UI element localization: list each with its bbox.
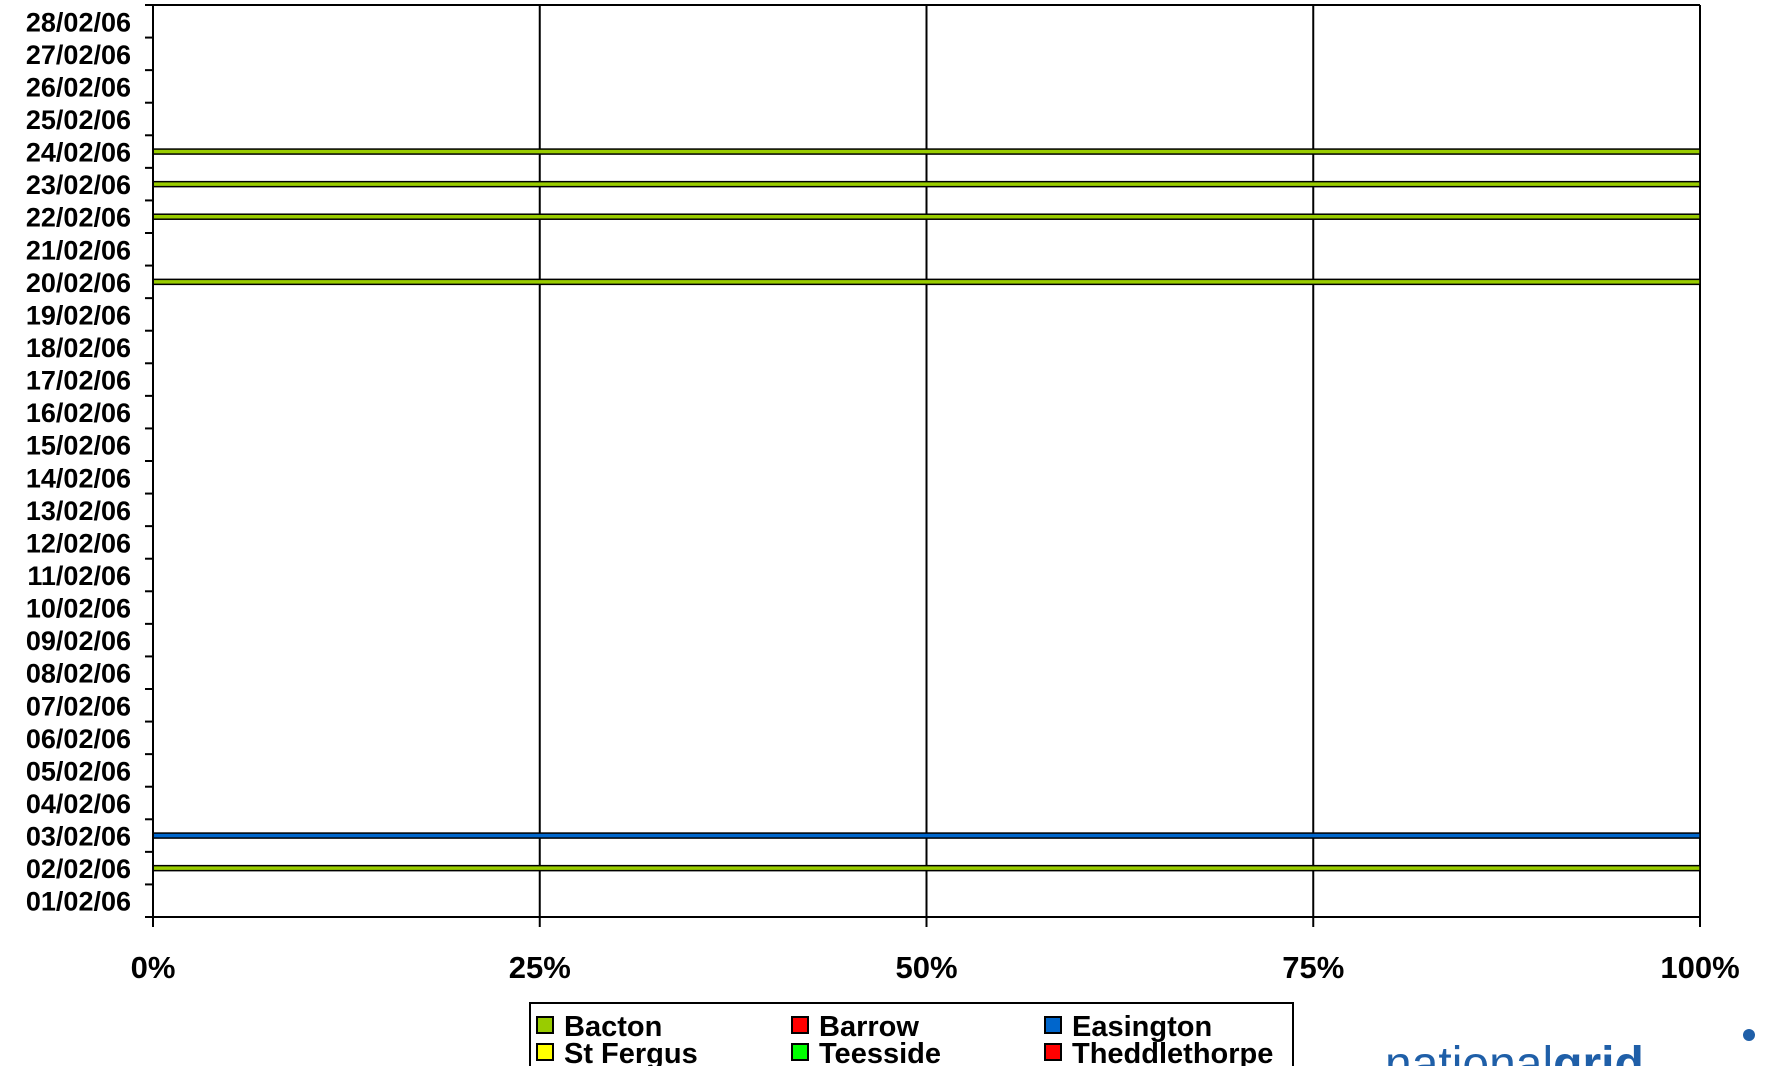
y-tick-label: 08/02/06	[26, 659, 131, 689]
y-tick-label: 28/02/06	[26, 7, 131, 37]
axes-layer: 0% 25% 50% 75% 100%01/02/0602/02/0603/02/060…	[26, 4, 1740, 985]
x-tick-label: 75%	[1282, 950, 1344, 985]
y-tick-label: 12/02/06	[26, 528, 131, 558]
legend-label: Barrow	[819, 1011, 919, 1043]
x-tick-label: 50%	[895, 950, 957, 985]
y-tick-label: 20/02/06	[26, 268, 131, 298]
y-tick-label: 06/02/06	[26, 724, 131, 754]
legend-swatch	[1044, 1043, 1062, 1061]
y-tick-label: 07/02/06	[26, 691, 131, 721]
legend-label: Bacton	[564, 1011, 662, 1043]
grid-layer	[153, 4, 1701, 917]
y-tick-label: 14/02/06	[26, 463, 131, 493]
legend-swatch	[1044, 1016, 1062, 1034]
y-tick-label: 11/02/06	[27, 561, 131, 591]
legend-swatch	[536, 1043, 554, 1061]
y-tick-label: 21/02/06	[26, 235, 131, 265]
y-tick-label: 01/02/06	[26, 887, 131, 917]
x-tick-label: 0%	[131, 950, 176, 985]
logo-text-bold: grid	[1553, 1038, 1644, 1066]
legend-label: Theddlethorpe	[1072, 1038, 1273, 1066]
y-tick-label: 23/02/06	[26, 170, 131, 200]
legend-label: Teesside	[819, 1038, 941, 1066]
bar-segment	[152, 213, 1701, 220]
logo-dot	[1743, 1029, 1755, 1041]
y-tick-label: 13/02/06	[26, 496, 131, 526]
y-tick-label: 15/02/06	[26, 431, 131, 461]
y-tick-label: 05/02/06	[26, 756, 131, 786]
legend-box	[529, 1002, 1294, 1066]
logo-text-light: national	[1385, 1038, 1553, 1066]
legend-swatch	[791, 1043, 809, 1061]
y-tick-label: 10/02/06	[26, 594, 131, 624]
legend: Bacton Barrow Easington St Fergus Teesside Th…	[529, 1002, 1294, 1066]
y-tick-label: 27/02/06	[26, 40, 131, 70]
legend-label: Easington	[1072, 1011, 1212, 1043]
y-tick-label: 22/02/06	[26, 203, 131, 233]
x-tick-label: 100%	[1660, 950, 1739, 985]
legend-swatch	[536, 1016, 554, 1034]
legend-label: St Fergus	[564, 1038, 698, 1066]
y-tick-label: 04/02/06	[26, 789, 131, 819]
bar-segment	[152, 832, 1701, 839]
y-tick-label: 24/02/06	[26, 138, 131, 168]
bar-segment	[152, 180, 1701, 188]
logo-wordmark: nationalgrid	[1385, 1038, 1644, 1066]
y-tick-label: 16/02/06	[26, 398, 131, 428]
y-tick-label: 17/02/06	[26, 366, 131, 396]
bar-segment	[152, 864, 1701, 872]
y-tick-label: 25/02/06	[26, 105, 131, 135]
y-tick-label: 02/02/06	[26, 854, 131, 884]
y-tick-label: 09/02/06	[26, 626, 131, 656]
x-tick-label: 25%	[509, 950, 571, 985]
bar-segment	[152, 278, 1701, 286]
y-tick-label: 18/02/06	[26, 333, 131, 363]
y-tick-label: 19/02/06	[26, 300, 131, 330]
y-tick-label: 26/02/06	[26, 72, 131, 102]
bar-segment	[152, 148, 1701, 155]
national-grid-logo: nationalgrid	[1385, 1029, 1755, 1066]
legend-swatch	[791, 1016, 809, 1034]
y-tick-label: 03/02/06	[26, 822, 131, 852]
